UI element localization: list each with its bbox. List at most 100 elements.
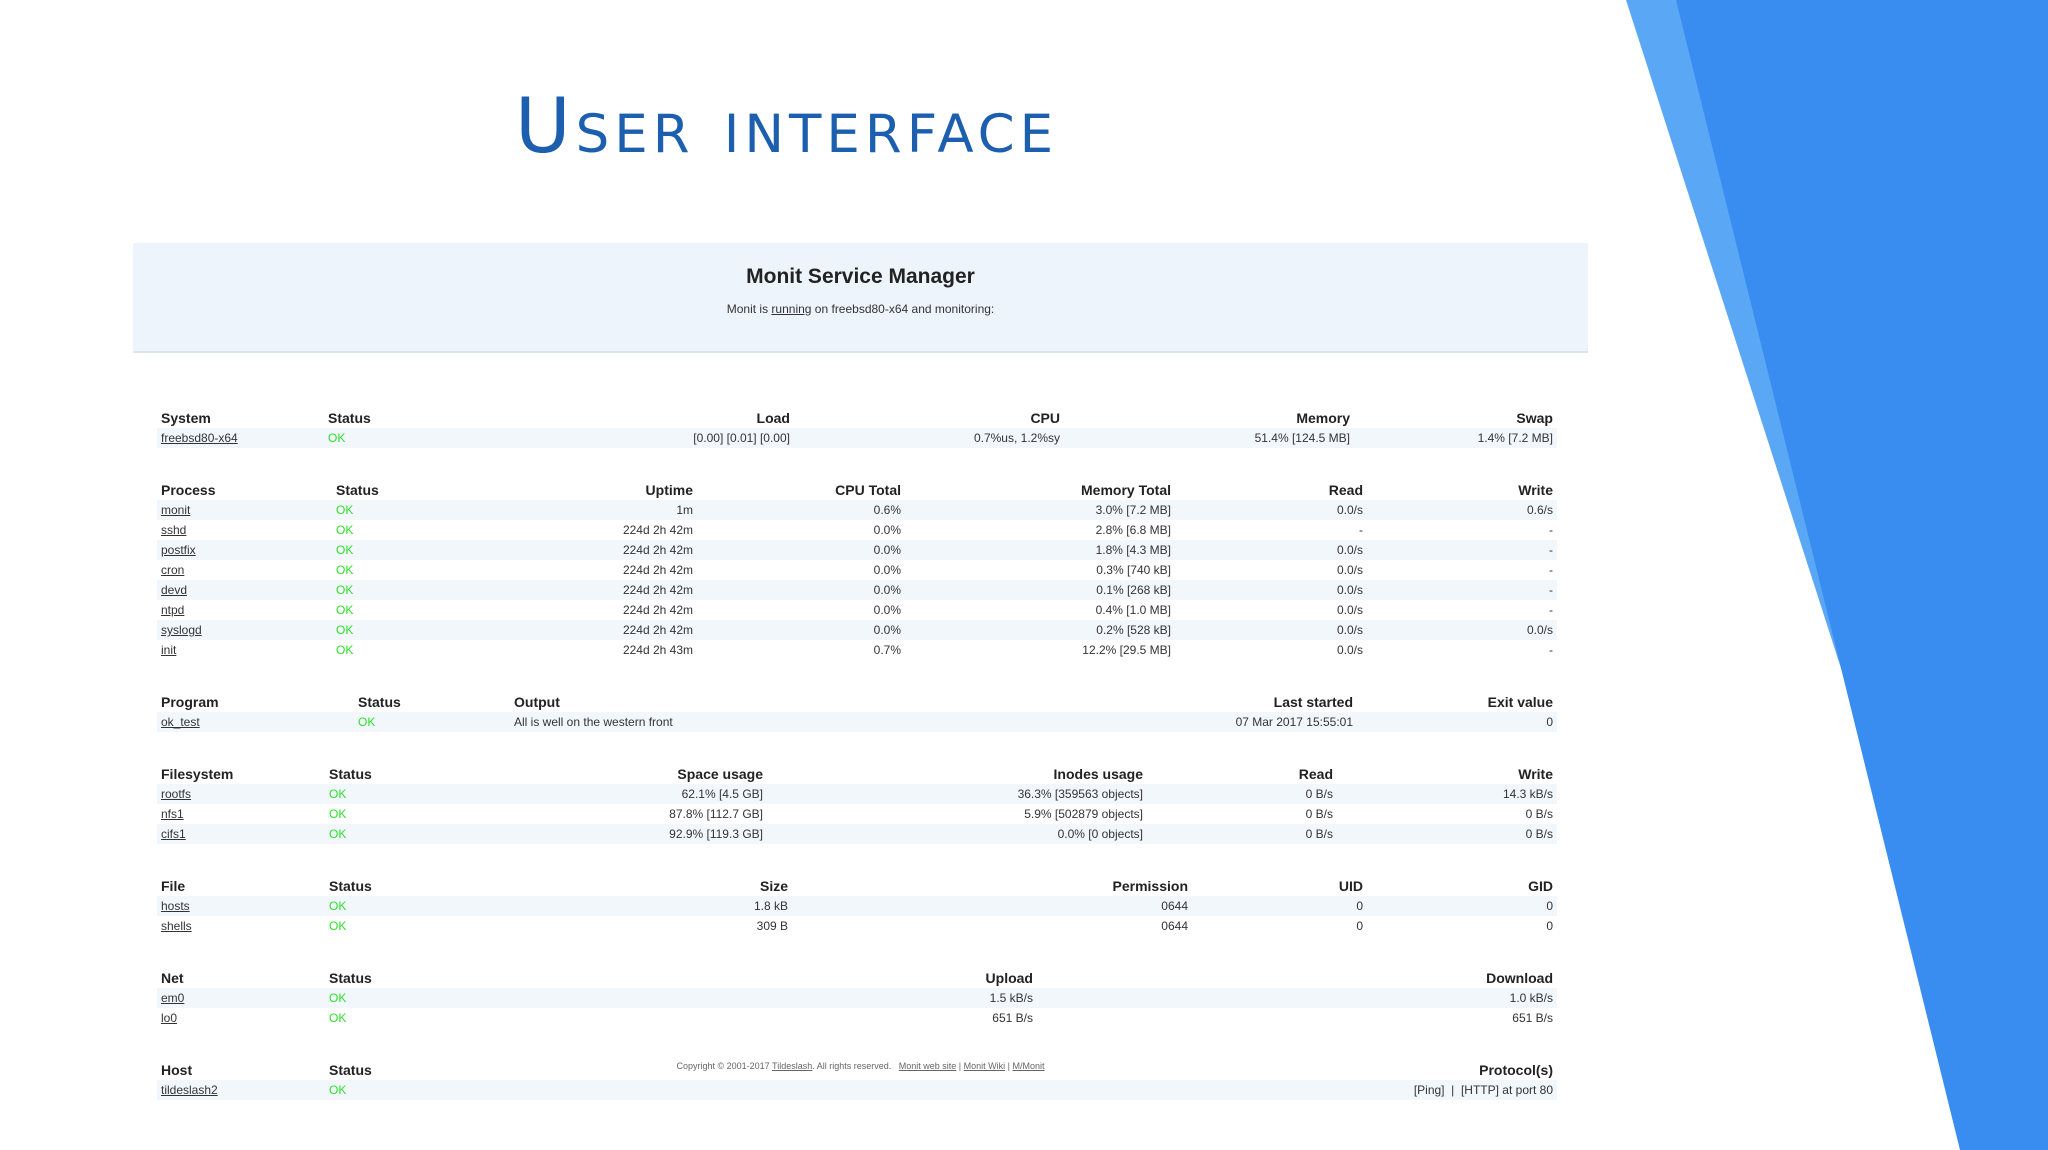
read-value: - <box>1359 523 1363 537</box>
file-link[interactable]: hosts <box>161 899 190 913</box>
footer-separator: | <box>1005 1061 1013 1071</box>
filesystem-link[interactable]: cifs1 <box>161 827 186 841</box>
monit-title: Monit Service Manager <box>746 265 975 288</box>
status-ok: OK <box>336 603 354 617</box>
table-row: lo0 OK 651 B/s 651 B/s <box>157 1008 1557 1028</box>
process-link[interactable]: postfix <box>161 543 196 557</box>
col-status: Status <box>329 970 372 986</box>
col-exit-value: Exit value <box>1487 694 1553 710</box>
process-header-row: Process Status Uptime CPU Total Memory T… <box>157 470 1557 500</box>
process-link[interactable]: ntpd <box>161 603 185 617</box>
read-value: 0.0/s <box>1175 580 1367 600</box>
col-host: Host <box>161 1062 193 1078</box>
status-ok: OK <box>325 784 485 804</box>
write-value: - <box>1549 643 1553 657</box>
write-value: - <box>1549 603 1553 617</box>
col-system: System <box>161 410 211 426</box>
subtitle-pre: Monit is <box>726 302 769 316</box>
monit-screenshot: Monit Service Manager Monit is running o… <box>133 243 1588 1100</box>
process-link[interactable]: monit <box>161 503 191 517</box>
file-table: File Status Size Permission UID GID host… <box>157 866 1557 936</box>
cpu-value: 0.0% <box>873 563 901 577</box>
memory-value: 12.2% [29.5 MB] <box>1082 643 1171 657</box>
table-row: devd OK 224d 2h 42m 0.0% 0.1% [268 kB] 0.0/s - <box>157 580 1557 600</box>
monit-wiki-link[interactable]: Monit Wiki <box>963 1061 1006 1071</box>
system-header-row: System Status Load CPU Memory Swap <box>157 398 1557 428</box>
table-row: tildeslash2 OK [Ping] | [HTTP] at port 80 <box>157 1080 1557 1100</box>
space-value: 62.1% [4.5 GB] <box>485 784 767 804</box>
memory-value: 3.0% [7.2 MB] <box>905 500 1175 520</box>
col-swap: Swap <box>1516 410 1553 426</box>
write-value: - <box>1367 580 1557 600</box>
col-memory-total: Memory Total <box>1081 482 1171 498</box>
uptime-value: 224d 2h 42m <box>482 580 697 600</box>
filesystem-link[interactable]: rootfs <box>161 787 192 801</box>
upload-value: 651 B/s <box>992 1011 1033 1025</box>
monit-website-link[interactable]: Monit web site <box>898 1061 957 1071</box>
copyright-text: Copyright © 2001-2017 <box>676 1061 770 1071</box>
col-cpu: CPU <box>1030 410 1060 426</box>
file-header-row: File Status Size Permission UID GID <box>157 866 1557 896</box>
running-link[interactable]: running <box>771 302 812 316</box>
cpu-value: 0.0% <box>697 540 905 560</box>
program-header-row: Program Status Output Last started Exit … <box>157 682 1557 712</box>
rights-text: . All rights reserved. <box>812 1061 892 1071</box>
cpu-value: 0.0% <box>873 523 901 537</box>
uptime-value: 224d 2h 42m <box>482 540 697 560</box>
col-uptime: Uptime <box>645 482 693 498</box>
status-ok: OK <box>329 919 347 933</box>
light-blue-band <box>1626 0 2048 1150</box>
col-size: Size <box>759 878 788 894</box>
write-value: 0 B/s <box>1337 824 1557 844</box>
col-write: Write <box>1518 482 1553 498</box>
net-link[interactable]: lo0 <box>161 1011 178 1025</box>
col-uid: UID <box>1338 878 1363 894</box>
uid-value: 0 <box>1356 919 1363 933</box>
uptime-value: 224d 2h 42m <box>622 563 693 577</box>
status-ok: OK <box>336 563 354 577</box>
write-value: 14.3 kB/s <box>1337 784 1557 804</box>
slide-title: User interface <box>515 81 1059 170</box>
process-link[interactable]: devd <box>161 583 188 597</box>
filesystem-link[interactable]: nfs1 <box>161 807 184 821</box>
process-link[interactable]: init <box>161 643 177 657</box>
uptime-value: 224d 2h 42m <box>482 620 697 640</box>
table-row: rootfs OK 62.1% [4.5 GB] 36.3% [359563 obje… <box>157 784 1557 804</box>
file-link[interactable]: shells <box>161 919 192 933</box>
monit-footer: Copyright © 2001-2017 Tildeslash. All ri… <box>133 1061 1588 1071</box>
read-value: 0 B/s <box>1147 784 1337 804</box>
download-value: 1.0 kB/s <box>1037 988 1557 1008</box>
col-space-usage: Space usage <box>677 766 763 782</box>
monit-subtitle: Monit is running on freebsd80-x64 and mo… <box>133 302 1588 316</box>
process-link[interactable]: cron <box>161 563 185 577</box>
cpu-value: 0.7%us, 1.2%sy <box>794 428 1064 448</box>
space-value: 87.8% [112.7 GB] <box>669 807 763 821</box>
protocols-value: [Ping] | [HTTP] at port 80 <box>525 1080 1557 1100</box>
memory-value: 0.3% [740 kB] <box>1096 563 1171 577</box>
table-row: monit OK 1m 0.6% 3.0% [7.2 MB] 0.0/s 0.6/s <box>157 500 1557 520</box>
inodes-value: 5.9% [502879 objects] <box>1024 807 1143 821</box>
col-permission: Permission <box>1112 878 1188 894</box>
table-row: freebsd80-x64 OK [0.00] [0.01] [0.00] 0.… <box>157 428 1557 448</box>
table-row: hosts OK 1.8 kB 0644 0 0 <box>157 896 1557 916</box>
col-status: Status <box>329 766 372 782</box>
tildeslash-link[interactable]: Tildeslash <box>772 1061 813 1071</box>
write-value: 0.6/s <box>1367 500 1557 520</box>
process-link[interactable]: sshd <box>161 523 187 537</box>
process-rows: monit OK 1m 0.6% 3.0% [7.2 MB] 0.0/s 0.6/s ssh… <box>157 500 1557 660</box>
net-link[interactable]: em0 <box>161 991 185 1005</box>
program-link[interactable]: ok_test <box>161 715 200 729</box>
col-cpu-total: CPU Total <box>835 482 901 498</box>
table-row: nfs1 OK 87.8% [112.7 GB] 5.9% [502879 objec… <box>157 804 1557 824</box>
host-table: Host Status Protocol(s) tildeslash2 OK [Pi… <box>157 1050 1557 1100</box>
system-link[interactable]: freebsd80-x64 <box>161 431 238 445</box>
read-value: 0.0/s <box>1336 563 1363 577</box>
memory-value: 1.8% [4.3 MB] <box>905 540 1175 560</box>
col-status: Status <box>329 1062 372 1078</box>
col-memory: Memory <box>1296 410 1350 426</box>
col-program: Program <box>161 694 219 710</box>
process-link[interactable]: syslogd <box>161 623 202 637</box>
host-link[interactable]: tildeslash2 <box>161 1083 218 1097</box>
status-ok: OK <box>332 540 482 560</box>
mmonit-link[interactable]: M/Monit <box>1012 1061 1045 1071</box>
